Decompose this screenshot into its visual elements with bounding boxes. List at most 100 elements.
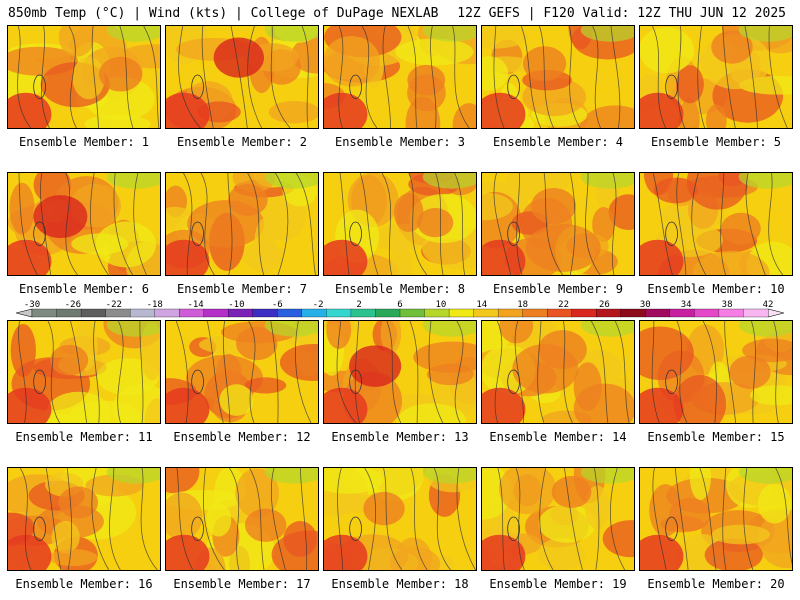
temperature-field (640, 173, 792, 275)
colorbar-max-arrow (767, 308, 785, 318)
colorbar-tick-label: 2 (356, 300, 361, 310)
colorbar-segment (571, 308, 597, 318)
colorbar-segment (350, 308, 376, 318)
ensemble-map-panel (639, 467, 793, 571)
ensemble-map-panel (481, 320, 635, 424)
temperature-colorbar: -30 -26 -22 -18 -14 -10 -6 -2 2 6 10 14 18 22 26 30 34 38… (10, 299, 790, 321)
colorbar-tick-label: -2 (313, 300, 324, 310)
colorbar-tick-label: -26 (65, 300, 81, 310)
ensemble-map-panel (481, 467, 635, 571)
colorbar-tick-label: 18 (517, 300, 528, 310)
colorbar-segment (424, 308, 450, 318)
ensemble-member-label: Ensemble Member: 1 (18, 135, 150, 149)
colorbar-tick-label: -10 (228, 300, 244, 310)
temperature-field (324, 26, 476, 128)
ensemble-map-panel (165, 172, 319, 276)
ensemble-member-label: Ensemble Member: 8 (334, 282, 466, 296)
temperature-field (640, 468, 792, 570)
colorbar-segment (497, 308, 524, 318)
temperature-field (482, 321, 634, 423)
ensemble-member-label: Ensemble Member: 7 (176, 282, 308, 296)
model-run-info: 12Z GEFS | F120 Valid: 12Z THU JUN 12 20… (457, 6, 786, 21)
temperature-field (8, 468, 160, 570)
colorbar-tick-label: 22 (558, 300, 569, 310)
colorbar-segment (154, 308, 180, 318)
temperature-field (324, 321, 476, 423)
colorbar-tick-label: 10 (435, 300, 446, 310)
colorbar-segment (129, 308, 156, 318)
temperature-field (640, 321, 792, 423)
ensemble-member-label: Ensemble Member: 17 (173, 577, 311, 591)
map-title: 850mb Temp (°C) | Wind (kts) | College o… (8, 6, 439, 21)
ensemble-map-panel (481, 25, 635, 129)
colorbar-segment (228, 308, 254, 318)
colorbar-segment (645, 308, 671, 318)
colorbar-tick-label: 6 (397, 300, 402, 310)
temperature-field (166, 468, 318, 570)
colorbar-segment (522, 308, 548, 318)
colorbar-tick-label: -22 (106, 300, 122, 310)
colorbar-min-arrow (15, 308, 33, 318)
temperature-field (166, 173, 318, 275)
colorbar-segment (179, 308, 205, 318)
colorbar-segment (718, 308, 744, 318)
colorbar-tick-label: 42 (763, 300, 774, 310)
temperature-field (166, 26, 318, 128)
ensemble-member-label: Ensemble Member: 5 (650, 135, 782, 149)
temperature-field (8, 321, 160, 423)
colorbar-segment (277, 308, 303, 318)
ensemble-map-panel (323, 172, 477, 276)
ensemble-member-label: Ensemble Member: 16 (15, 577, 153, 591)
colorbar-segment (301, 308, 327, 318)
ensemble-member-label: Ensemble Member: 10 (647, 282, 785, 296)
colorbar-segment (620, 308, 646, 318)
colorbar-tick-label: 38 (722, 300, 733, 310)
ensemble-map-panel (7, 320, 161, 424)
colorbar-segment (596, 308, 622, 318)
temperature-field (166, 321, 318, 423)
ensemble-map-panel (7, 467, 161, 571)
colorbar-tick-label: 30 (640, 300, 651, 310)
colorbar-segment (448, 308, 475, 318)
ensemble-map-panel (165, 320, 319, 424)
colorbar-segment (669, 308, 695, 318)
colorbar-segment (80, 308, 107, 318)
ensemble-map-panel (7, 25, 161, 129)
colorbar-segment (743, 308, 769, 318)
ensemble-member-label: Ensemble Member: 2 (176, 135, 308, 149)
ensemble-member-label: Ensemble Member: 11 (15, 430, 153, 444)
ensemble-member-label: Ensemble Member: 9 (492, 282, 624, 296)
ensemble-map-panel (165, 25, 319, 129)
colorbar-tick-label: -6 (272, 300, 283, 310)
temperature-field (324, 468, 476, 570)
ensemble-map-panel (323, 467, 477, 571)
colorbar-segment (203, 308, 229, 318)
colorbar-tick-label: -30 (24, 300, 40, 310)
temperature-field (482, 26, 634, 128)
ensemble-member-label: Ensemble Member: 4 (492, 135, 624, 149)
colorbar-segment (399, 308, 425, 318)
temperature-field (482, 173, 634, 275)
colorbar-segment (547, 308, 573, 318)
colorbar-tick-label: 14 (476, 300, 487, 310)
colorbar-segment (56, 308, 82, 318)
temperature-field (8, 26, 160, 128)
colorbar-tick-label: 26 (599, 300, 610, 310)
colorbar-segment (31, 308, 57, 318)
colorbar-segment (473, 308, 499, 318)
temperature-field (482, 468, 634, 570)
ensemble-map-panel (165, 467, 319, 571)
ensemble-map-panel (323, 320, 477, 424)
colorbar-segment (252, 308, 278, 318)
colorbar-tick-label: 34 (681, 300, 692, 310)
ensemble-member-label: Ensemble Member: 20 (647, 577, 785, 591)
temperature-field (324, 173, 476, 275)
ensemble-member-label: Ensemble Member: 12 (173, 430, 311, 444)
ensemble-member-label: Ensemble Member: 19 (489, 577, 627, 591)
ensemble-member-label: Ensemble Member: 13 (331, 430, 469, 444)
ensemble-map-panel (639, 172, 793, 276)
colorbar-tick-label: -18 (147, 300, 163, 310)
colorbar-tick-label: -14 (187, 300, 203, 310)
colorbar-segment (326, 308, 352, 318)
ensemble-map-panel (639, 320, 793, 424)
